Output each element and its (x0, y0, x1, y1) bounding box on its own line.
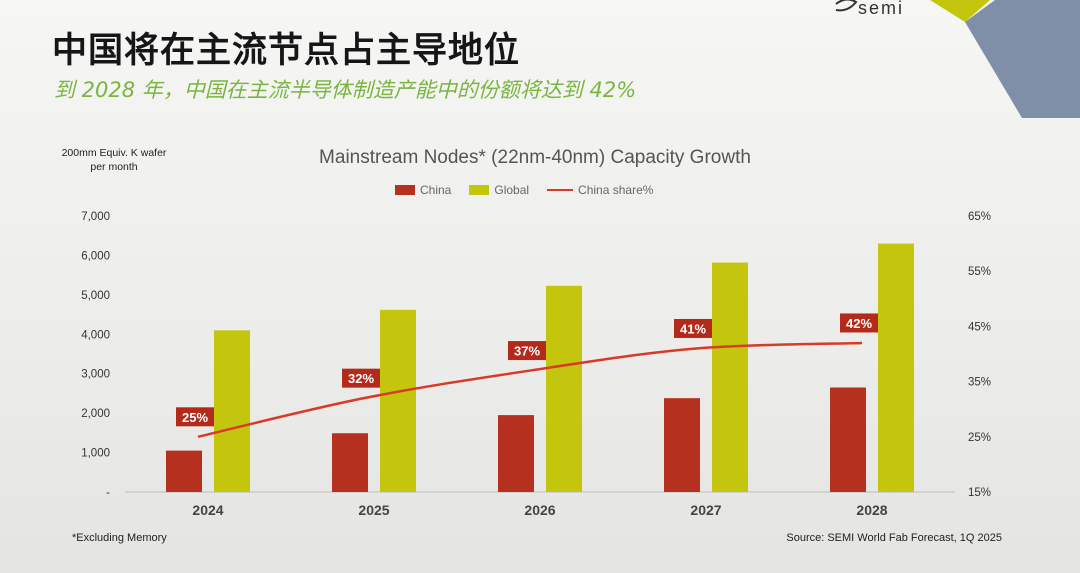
y-tick-label: 4,000 (81, 329, 110, 341)
page-subtitle: 到 2028 年，中国在主流半导体制造产能中的份额将达到 42% (54, 78, 637, 102)
y2-tick-label: 45% (968, 321, 991, 333)
y2-tick-label: 55% (968, 266, 991, 278)
share-data-label: 37% (514, 344, 540, 359)
share-data-label-bg (176, 407, 214, 427)
y-tick-label: - (106, 487, 110, 499)
bar-global (878, 243, 914, 492)
bar-china (498, 415, 534, 492)
share-data-label: 25% (182, 410, 208, 425)
chart-legend: China Global China share% (395, 183, 653, 197)
share-data-label-bg (840, 313, 878, 333)
bar-china (166, 450, 202, 492)
legend-item-global: Global (469, 183, 529, 197)
bar-china (332, 433, 368, 492)
share-data-label: 32% (348, 371, 374, 386)
bar-china (664, 398, 700, 492)
y-tick-label: 5,000 (81, 290, 110, 302)
share-data-label-bg (342, 368, 380, 388)
page-title: 中国将在主流节点占主导地位 (52, 31, 521, 71)
bar-global (380, 309, 416, 492)
china-share-line (197, 341, 863, 439)
y-tick-label: 7,000 (81, 211, 110, 223)
x-tick-label: 2028 (856, 502, 887, 518)
share-data-label: 42% (846, 316, 872, 331)
source-note: Source: SEMI World Fab Forecast, 1Q 2025 (786, 532, 1002, 544)
bar-china (830, 387, 866, 492)
x-tick-label: 2024 (192, 502, 223, 518)
x-tick-label: 2027 (690, 502, 721, 518)
bar-global (712, 262, 748, 492)
legend-label-china: China (420, 183, 452, 197)
y2-tick-label: 15% (968, 487, 991, 499)
footnote: *Excluding Memory (72, 532, 167, 544)
legend-swatch-china-share (547, 189, 574, 191)
bar-global (214, 330, 250, 492)
share-data-label-bg (674, 318, 712, 338)
x-tick-label: 2026 (524, 502, 555, 518)
y2-tick-label: 35% (968, 377, 991, 389)
legend-label-global: Global (494, 183, 530, 197)
y-tick-label: 2,000 (81, 408, 110, 420)
bar-global (546, 285, 582, 492)
legend-item-china: China (395, 183, 451, 197)
semi-logo: semi (858, 0, 905, 18)
share-data-label-bg (508, 341, 546, 361)
y-tick-label: 3,000 (81, 369, 110, 381)
y2-tick-label: 65% (968, 211, 991, 223)
legend-label-china-share: China share% (578, 183, 654, 197)
share-data-label: 41% (680, 321, 706, 336)
y-tick-label: 6,000 (81, 250, 110, 262)
legend-item-china-share: China share% (547, 183, 653, 197)
chart-title: Mainstream Nodes* (22nm-40nm) Capacity G… (319, 147, 751, 168)
legend-swatch-china (395, 185, 415, 195)
y2-tick-label: 25% (968, 432, 991, 444)
y-tick-label: 1,000 (81, 448, 110, 460)
legend-swatch-global (469, 185, 490, 195)
y-axis-unit-label: 200mm Equiv. K wafer per month (61, 147, 167, 173)
x-tick-label: 2025 (358, 502, 389, 518)
